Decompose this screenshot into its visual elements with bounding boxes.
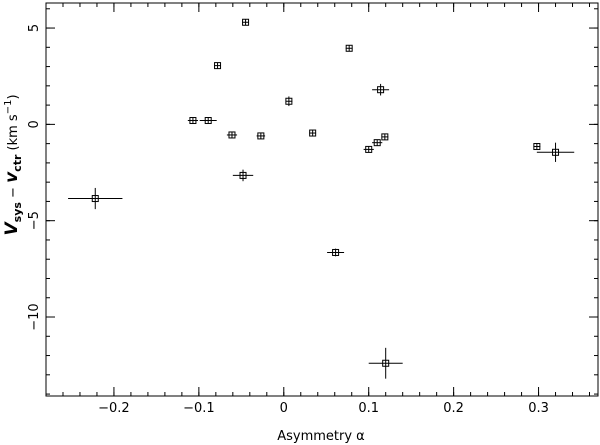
x-tick-label: 0.1 bbox=[358, 401, 379, 416]
plot-frame bbox=[45, 2, 599, 397]
data-point bbox=[228, 131, 236, 139]
data-point bbox=[377, 86, 385, 94]
y-tick-label: −10 bbox=[27, 303, 42, 330]
data-point bbox=[242, 18, 250, 26]
data-point bbox=[204, 117, 212, 125]
data-point bbox=[382, 359, 390, 367]
data-point bbox=[373, 139, 381, 147]
y-label-var2: v bbox=[2, 171, 22, 183]
data-point bbox=[345, 44, 353, 52]
x-tick-label: 0.2 bbox=[443, 401, 464, 416]
data-point bbox=[552, 148, 560, 156]
y-label-sup: −1 bbox=[3, 100, 14, 115]
x-axis-label: Asymmetry α bbox=[277, 429, 365, 444]
y-tick-label: 5 bbox=[27, 24, 42, 32]
data-point bbox=[189, 117, 197, 125]
x-tick-label: 0 bbox=[280, 401, 288, 416]
plot-area: −0.2 −0.1 0 0.1 0.2 0.3 −10 −5 0 5 bbox=[27, 2, 599, 416]
data-point bbox=[332, 248, 340, 256]
y-label-sub1: sys bbox=[11, 202, 24, 223]
y-label-unit: (km s bbox=[6, 114, 21, 155]
y-label-var1: V bbox=[2, 221, 22, 236]
data-point bbox=[285, 97, 293, 105]
y-label-op: − bbox=[6, 183, 21, 202]
x-tick-label: 0.3 bbox=[528, 401, 549, 416]
data-point bbox=[257, 132, 265, 140]
x-tick-label: −0.2 bbox=[98, 401, 130, 416]
y-tick-label: −5 bbox=[27, 211, 42, 230]
data-point bbox=[381, 133, 389, 141]
y-axis-label: Vsys − vctr (km s−1) bbox=[2, 94, 24, 235]
data-point bbox=[214, 62, 222, 70]
data-point bbox=[365, 145, 373, 153]
data-point bbox=[91, 195, 99, 203]
data-point bbox=[533, 143, 541, 151]
y-label-sub2: ctr bbox=[11, 154, 24, 172]
data-point bbox=[239, 171, 247, 179]
data-point bbox=[309, 129, 317, 137]
x-tick-label: −0.1 bbox=[183, 401, 215, 416]
y-label-close: ) bbox=[6, 94, 21, 99]
y-tick-label: 0 bbox=[27, 120, 42, 128]
